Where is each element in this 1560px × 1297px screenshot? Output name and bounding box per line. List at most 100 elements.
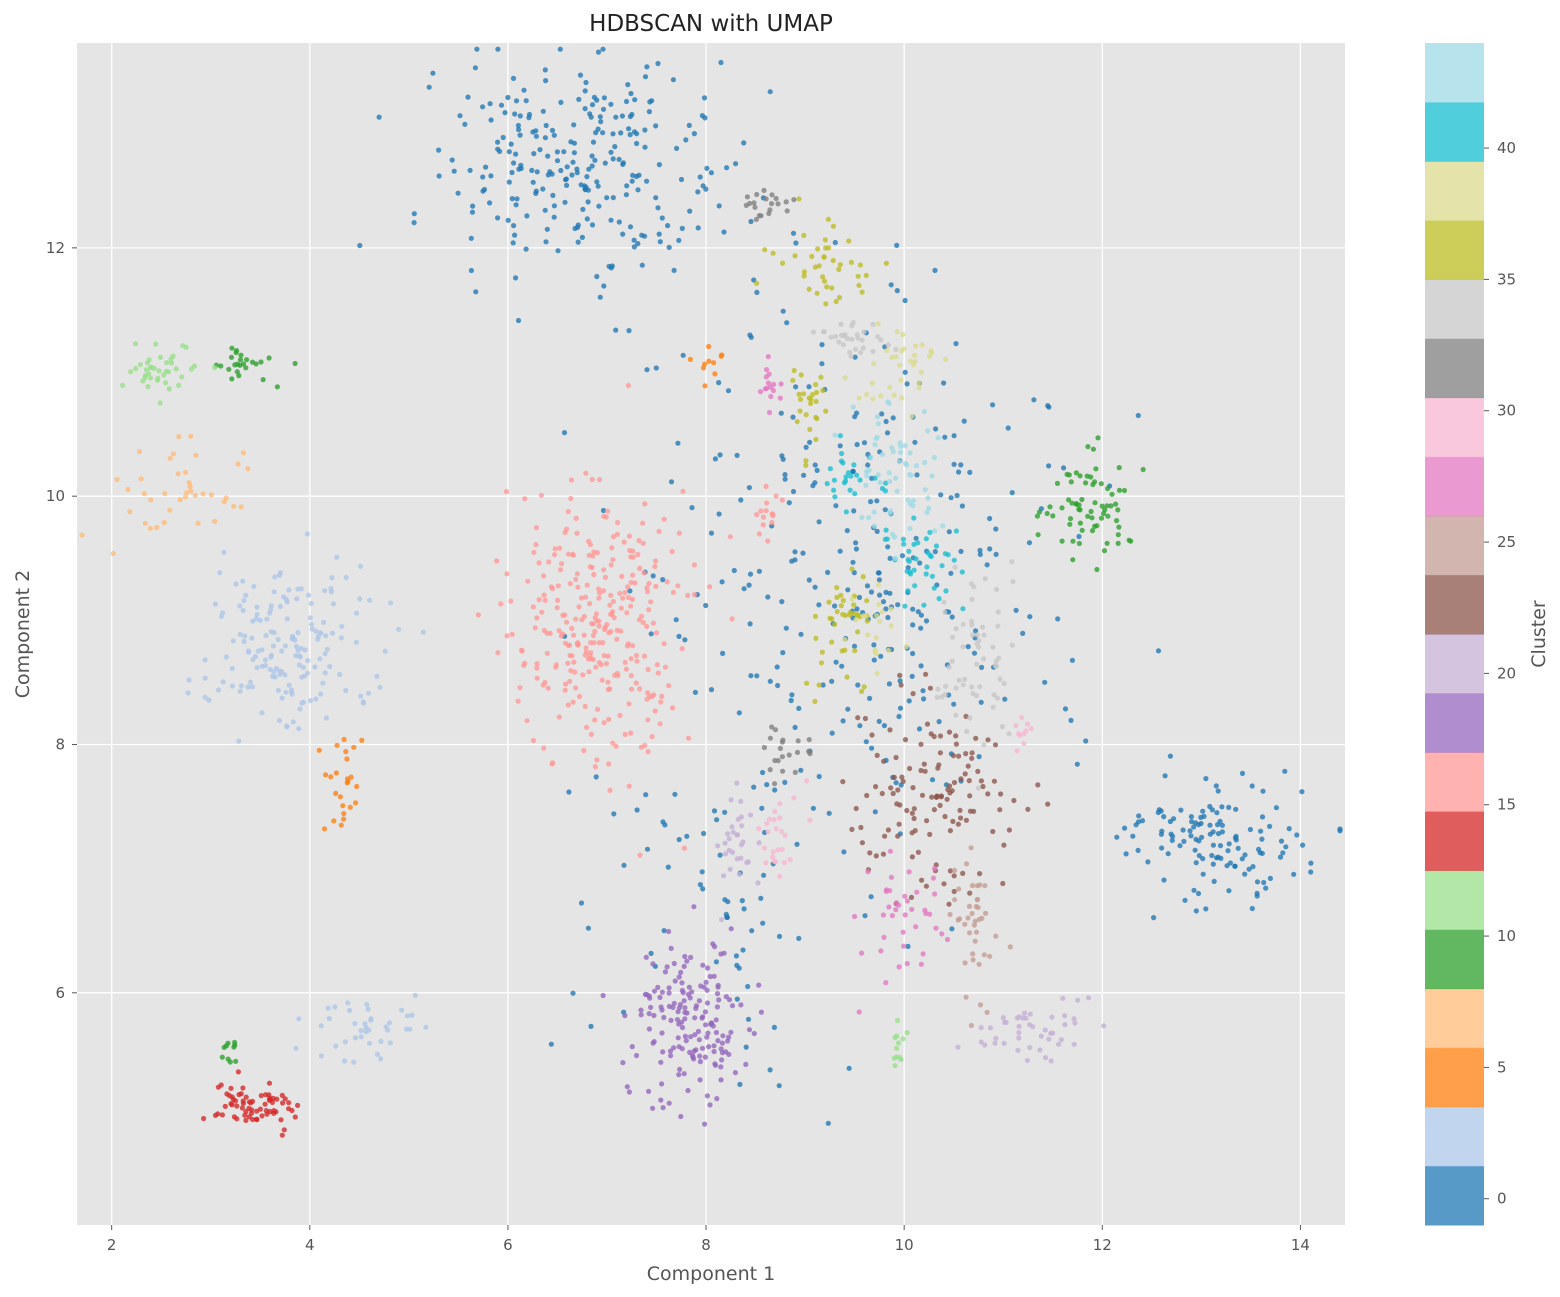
scatter-point [830,223,837,229]
scatter-point [876,602,882,608]
scatter-point [176,434,182,440]
scatter-point [167,507,173,513]
scatter-point [734,780,740,786]
scatter-point [725,899,731,905]
scatter-point [967,930,973,936]
scatter-point [1058,1037,1064,1043]
scatter-point [944,936,951,943]
scatter-point [543,239,549,245]
scatter-point [946,901,952,907]
scatter-point [589,153,595,159]
scatter-point [655,984,661,991]
scatter-point [882,488,889,494]
scatter-point [588,656,594,662]
scatter-point [504,633,510,639]
scatter-point [683,1038,689,1044]
scatter-point [897,705,904,711]
colorbar-tick-label: 20 [1497,664,1516,682]
scatter-point [229,683,235,689]
scatter-point [656,528,662,535]
scatter-point [787,857,793,863]
scatter-point [1115,540,1121,547]
scatter-point [645,666,651,673]
scatter-point [960,870,966,877]
scatter-point [819,342,825,348]
scatter-point [885,647,892,654]
scatter-point [875,582,882,588]
scatter-point [894,242,900,248]
scatter-point [765,594,771,600]
scatter-point [691,592,698,598]
scatter-point [79,532,85,538]
scatter-point [868,499,874,505]
scatter-point [849,566,855,572]
scatter-point [691,562,698,568]
scatter-point [845,706,851,712]
scatter-point [646,109,653,115]
scatter-point [696,1037,703,1043]
scatter-point [834,609,840,615]
scatter-point [608,611,614,618]
scatter-point [920,688,926,694]
scatter-point [271,630,277,636]
scatter-point [646,1088,652,1094]
scatter-point [719,579,725,585]
scatter-point [885,399,891,405]
scatter-point [232,1039,238,1045]
scatter-point [549,761,555,767]
scatter-point [972,938,978,944]
scatter-point [865,462,871,468]
y-tick-label: 6 [55,984,65,1002]
scatter-point [935,765,941,771]
scatter-point [913,924,919,930]
scatter-point [718,1046,724,1052]
scatter-point [1042,1055,1049,1061]
scatter-point [819,361,825,367]
scatter-point [761,845,767,851]
scatter-point [143,367,150,373]
scatter-point [973,628,979,634]
scatter-point [620,231,626,237]
scatter-point [824,481,830,487]
scatter-point [967,715,973,721]
scatter-point [516,127,522,133]
scatter-point [699,1045,706,1051]
scatter-point [801,273,807,279]
scatter-point [630,643,636,649]
scatter-point [792,724,798,731]
scatter-point [557,545,563,551]
scatter-point [974,897,981,903]
scatter-point [836,266,842,272]
scatter-point [353,800,359,806]
scatter-point [948,495,954,501]
scatter-point [358,1028,364,1034]
scatter-point [228,354,235,360]
scatter-point [650,961,656,967]
scatter-point [1181,838,1187,845]
scatter-point [631,244,638,250]
scatter-point [176,382,182,388]
scatter-point [530,179,536,185]
scatter-point [634,807,640,813]
scatter-point [914,889,920,895]
scatter-point [856,282,862,288]
scatter-point [765,380,772,386]
scatter-point [240,450,246,456]
scatter-point [895,602,901,608]
scatter-point [522,496,528,502]
scatter-point [760,514,767,520]
scatter-point [764,367,770,373]
scatter-point [697,1077,703,1083]
scatter-point [1020,630,1026,637]
scatter-point [978,1039,984,1045]
scatter-point [857,477,863,483]
scatter-point [191,363,197,369]
scatter-point [662,969,669,975]
scatter-point [993,658,999,664]
scatter-point [939,563,945,569]
scatter-point [948,570,954,576]
scatter-point [524,213,530,219]
scatter-point [832,239,838,246]
scatter-point [281,1127,287,1133]
x-axis-ticks: 2 4 6 8 10 12 14 [107,1225,1310,1254]
